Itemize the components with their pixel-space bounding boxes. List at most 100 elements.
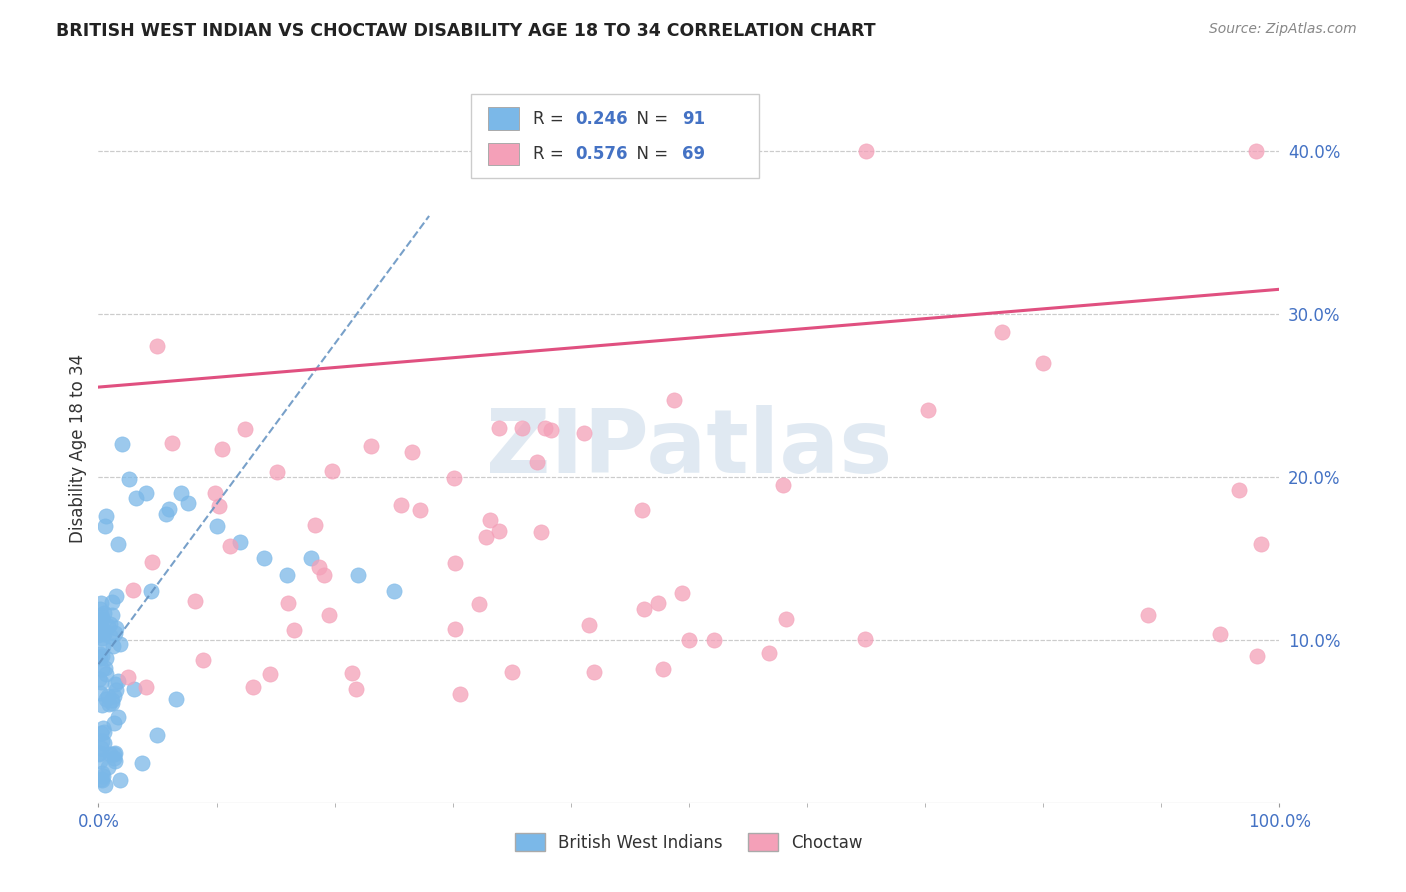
Point [93, 736, 115, 750]
Point [89, 672, 111, 686]
Point [96, 508, 118, 523]
Point [146, 339, 169, 353]
Point [233, 421, 256, 435]
Point [89, 614, 111, 628]
Point [91, 766, 114, 780]
Point [90, 624, 112, 638]
Point [93, 627, 115, 641]
Point [443, 471, 465, 485]
Point [360, 439, 382, 453]
Point [1246, 648, 1268, 663]
Point [401, 445, 423, 459]
Point [111, 437, 134, 451]
Point [87, 747, 110, 761]
Point [103, 689, 125, 703]
Point [205, 518, 228, 533]
Point [176, 496, 198, 510]
Point [449, 687, 471, 701]
Point [135, 486, 157, 500]
Point [94, 667, 117, 681]
Point [229, 535, 252, 549]
Text: Source: ZipAtlas.com: Source: ZipAtlas.com [1209, 22, 1357, 37]
Point [103, 750, 125, 764]
Point [991, 325, 1014, 339]
Point [107, 709, 129, 723]
Point [117, 669, 139, 683]
Point [501, 665, 523, 680]
Point [1137, 607, 1160, 622]
Point [583, 665, 606, 680]
Point [90, 734, 112, 748]
Point [101, 608, 124, 623]
Point [155, 507, 177, 521]
Point [89, 601, 111, 615]
Point [122, 583, 145, 598]
Point [108, 772, 131, 787]
Text: 0.576: 0.576 [575, 145, 627, 163]
Point [89, 648, 111, 662]
Point [90, 649, 112, 664]
Point [191, 653, 214, 667]
Point [87, 620, 110, 634]
Point [90, 740, 112, 755]
Point [91, 698, 114, 713]
Point [510, 421, 533, 435]
Point [103, 747, 125, 762]
Point [631, 503, 654, 517]
Point [1227, 483, 1250, 497]
Text: R =: R = [533, 145, 569, 163]
Point [340, 665, 363, 680]
Point [170, 486, 193, 500]
Point [184, 593, 207, 607]
Point [855, 144, 877, 158]
Text: N =: N = [626, 110, 673, 128]
Point [93, 606, 115, 620]
Point [125, 491, 148, 506]
Text: ZIPatlas: ZIPatlas [486, 405, 891, 491]
Point [104, 677, 127, 691]
Point [94, 519, 117, 533]
Point [90, 607, 112, 622]
Point [101, 595, 124, 609]
Point [101, 639, 124, 653]
Point [530, 525, 553, 540]
Point [259, 667, 281, 681]
Point [308, 560, 330, 574]
Point [204, 486, 226, 500]
Point [467, 597, 489, 611]
Point [276, 567, 298, 582]
Point [540, 423, 562, 437]
Point [103, 747, 125, 761]
Point [1032, 356, 1054, 370]
Point [91, 721, 114, 735]
Point [96, 650, 118, 665]
Point [409, 503, 432, 517]
Text: BRITISH WEST INDIAN VS CHOCTAW DISABILITY AGE 18 TO 34 CORRELATION CHART: BRITISH WEST INDIAN VS CHOCTAW DISABILIT… [56, 22, 876, 40]
Text: 69: 69 [682, 145, 704, 163]
Point [98, 617, 121, 632]
Point [101, 693, 124, 707]
Point [479, 513, 502, 527]
Point [107, 537, 129, 551]
Point [93, 660, 115, 674]
Point [122, 681, 145, 696]
Point [91, 772, 114, 787]
Point [283, 623, 305, 637]
Point [89, 747, 111, 761]
Point [775, 612, 797, 626]
Point [253, 551, 276, 566]
Point [94, 778, 117, 792]
Point [572, 426, 595, 441]
Point [266, 465, 288, 479]
Point [1209, 627, 1232, 641]
Point [211, 442, 233, 456]
Point [299, 551, 322, 566]
Point [671, 586, 693, 600]
Point [242, 680, 264, 694]
Point [160, 435, 183, 450]
Point [444, 556, 467, 570]
Point [97, 760, 120, 774]
Point [89, 686, 111, 700]
Point [139, 584, 162, 599]
Point [389, 498, 412, 512]
